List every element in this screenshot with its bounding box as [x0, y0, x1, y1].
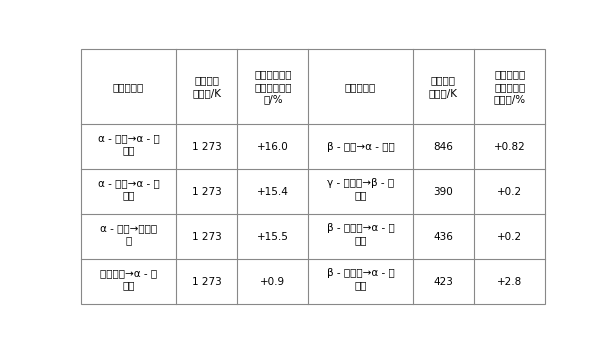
Text: 在该温度下
转变时的体
积效应/%: 在该温度下 转变时的体 积效应/% — [494, 69, 525, 104]
Text: 位移式转变: 位移式转变 — [345, 82, 376, 92]
Text: 计算采取
的温度/K: 计算采取 的温度/K — [429, 75, 458, 98]
Text: +0.2: +0.2 — [497, 232, 522, 242]
Text: 在该温度下转
变时的体积效
应/%: 在该温度下转 变时的体积效 应/% — [254, 69, 291, 104]
Text: 石英玻璃→α - 方
石英: 石英玻璃→α - 方 石英 — [100, 268, 157, 290]
Text: +2.8: +2.8 — [497, 277, 522, 287]
Text: 1 273: 1 273 — [192, 277, 221, 287]
Text: 390: 390 — [433, 187, 453, 197]
Text: α - 石英→α - 鳞
石英: α - 石英→α - 鳞 石英 — [98, 133, 159, 155]
Text: 846: 846 — [433, 142, 453, 152]
Text: β - 石英→α - 石英: β - 石英→α - 石英 — [327, 142, 394, 152]
Text: +0.9: +0.9 — [260, 277, 285, 287]
Text: 1 273: 1 273 — [192, 142, 221, 152]
Text: 重构式转变: 重构式转变 — [113, 82, 144, 92]
Text: β - 鳞石英→α - 鳞
石英: β - 鳞石英→α - 鳞 石英 — [327, 223, 394, 245]
Text: 423: 423 — [433, 277, 453, 287]
Text: 436: 436 — [433, 232, 453, 242]
Text: +0.82: +0.82 — [494, 142, 525, 152]
Text: +15.5: +15.5 — [257, 232, 289, 242]
Text: 1 273: 1 273 — [192, 232, 221, 242]
Text: +16.0: +16.0 — [257, 142, 289, 152]
Text: α - 石英→石英玻
璃: α - 石英→石英玻 璃 — [100, 223, 157, 245]
Text: 1 273: 1 273 — [192, 187, 221, 197]
Text: 计算采取
的温度/K: 计算采取 的温度/K — [192, 75, 221, 98]
Text: +15.4: +15.4 — [257, 187, 289, 197]
Text: +0.2: +0.2 — [497, 187, 522, 197]
Text: α - 石英→α - 方
石英: α - 石英→α - 方 石英 — [98, 178, 159, 200]
Text: β - 方石英→α - 方
石英: β - 方石英→α - 方 石英 — [327, 268, 394, 290]
Text: γ - 鳞石英→β - 鳞
石英: γ - 鳞石英→β - 鳞 石英 — [327, 178, 394, 200]
